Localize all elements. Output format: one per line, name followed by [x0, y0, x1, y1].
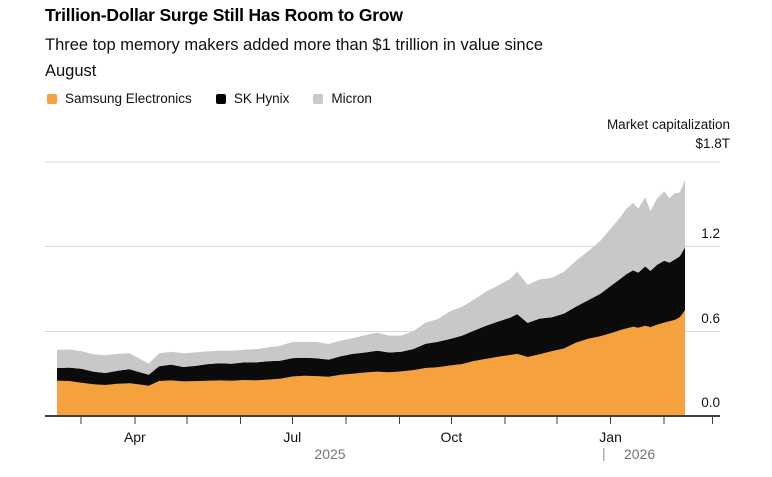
legend: Samsung Electronics SK Hynix Micron	[47, 91, 372, 106]
legend-label-skhynix: SK Hynix	[233, 91, 290, 106]
x-tick-label-oct: Oct	[440, 429, 463, 445]
y-tick-label-1-2: 1.2	[701, 226, 720, 241]
area-samsung-electronics	[57, 310, 685, 416]
x-tick-label-jan: Jan	[599, 429, 622, 445]
x-tick-label-apr: Apr	[123, 429, 146, 445]
skhynix-swatch-icon	[215, 93, 226, 104]
legend-item-skhynix: SK Hynix	[215, 91, 290, 106]
year-label-2026: 2026	[624, 446, 656, 462]
micron-swatch-icon	[313, 93, 324, 104]
area-sk-hynix	[57, 247, 685, 386]
x-tick-label-jul: Jul	[283, 429, 302, 445]
subtitle-line-1: Three top memory makers added more than …	[45, 36, 543, 54]
year-label-2025: 2025	[314, 446, 346, 462]
chart-title: Trillion-Dollar Surge Still Has Room to …	[45, 5, 403, 25]
subtitle-line-2: August	[45, 62, 97, 80]
samsung-swatch-icon	[47, 93, 57, 104]
legend-item-micron: Micron	[313, 91, 372, 106]
year-divider: |	[602, 445, 606, 461]
y-axis-top-label: $1.8T	[695, 136, 730, 151]
legend-label-samsung: Samsung Electronics	[65, 91, 192, 106]
y-axis-title: Market capitalization	[606, 117, 730, 132]
area-micron	[57, 179, 685, 375]
legend-item-samsung: Samsung Electronics	[47, 91, 192, 106]
legend-label-micron: Micron	[331, 91, 372, 106]
chart-subtitle: Three top memory makers added more than …	[45, 32, 543, 84]
y-tick-label-0-0: 0.0	[701, 395, 720, 410]
y-tick-label-0-6: 0.6	[701, 311, 720, 326]
